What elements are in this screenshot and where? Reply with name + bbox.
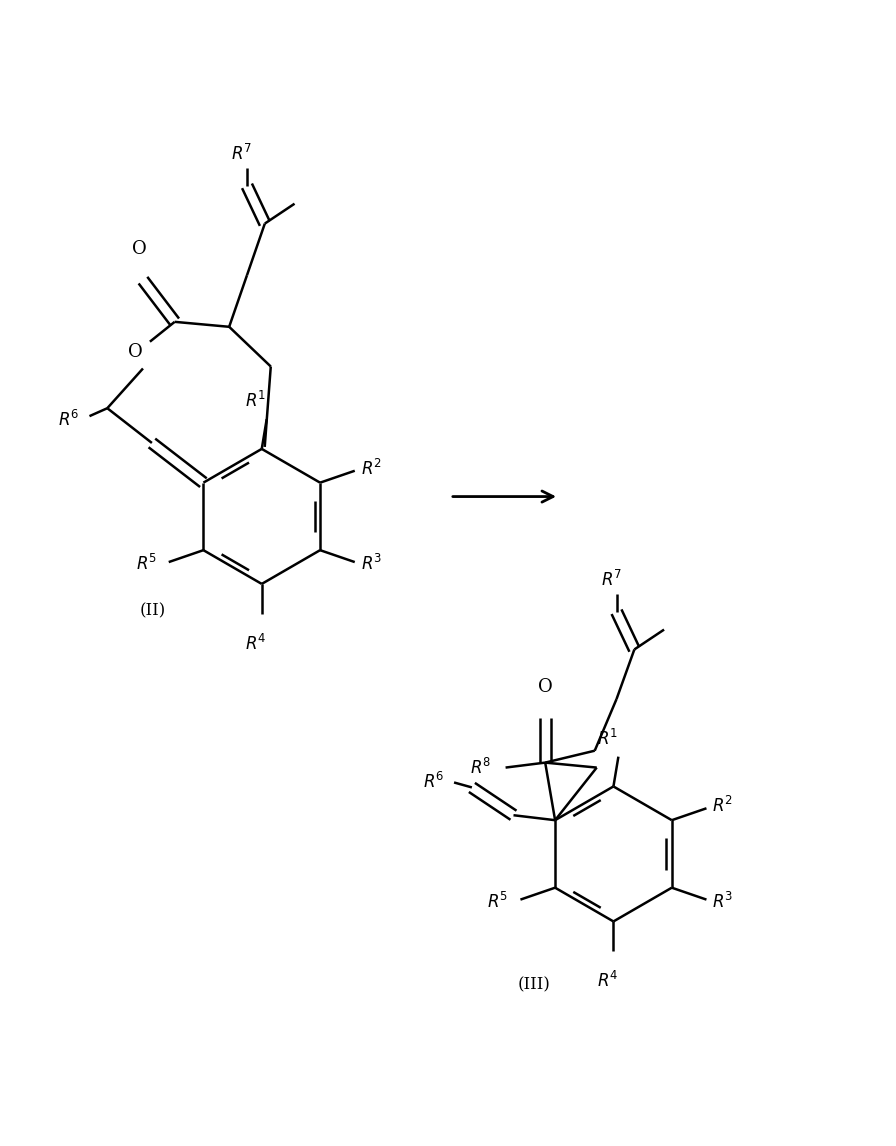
Text: $R^{4}$: $R^{4}$ bbox=[246, 634, 266, 653]
Text: $R^{5}$: $R^{5}$ bbox=[487, 892, 509, 912]
Text: $R^{7}$: $R^{7}$ bbox=[601, 570, 622, 590]
Text: $R^{2}$: $R^{2}$ bbox=[361, 458, 382, 479]
Text: $R^{1}$: $R^{1}$ bbox=[246, 391, 266, 411]
Text: $R^{6}$: $R^{6}$ bbox=[423, 771, 444, 792]
Text: $R^{4}$: $R^{4}$ bbox=[597, 971, 618, 991]
Text: (III): (III) bbox=[518, 976, 551, 994]
Text: $R^{2}$: $R^{2}$ bbox=[712, 796, 734, 816]
Text: $R^{8}$: $R^{8}$ bbox=[470, 758, 492, 778]
Text: $R^{5}$: $R^{5}$ bbox=[135, 554, 157, 574]
Text: O: O bbox=[132, 241, 146, 258]
Text: O: O bbox=[538, 678, 553, 696]
Text: $R^{1}$: $R^{1}$ bbox=[597, 729, 618, 748]
Text: $R^{3}$: $R^{3}$ bbox=[361, 554, 382, 574]
Text: $R^{6}$: $R^{6}$ bbox=[58, 410, 80, 430]
Text: $R^{7}$: $R^{7}$ bbox=[231, 144, 253, 164]
Text: (II): (II) bbox=[140, 603, 166, 619]
Text: $R^{3}$: $R^{3}$ bbox=[712, 892, 734, 912]
Text: O: O bbox=[127, 343, 142, 361]
